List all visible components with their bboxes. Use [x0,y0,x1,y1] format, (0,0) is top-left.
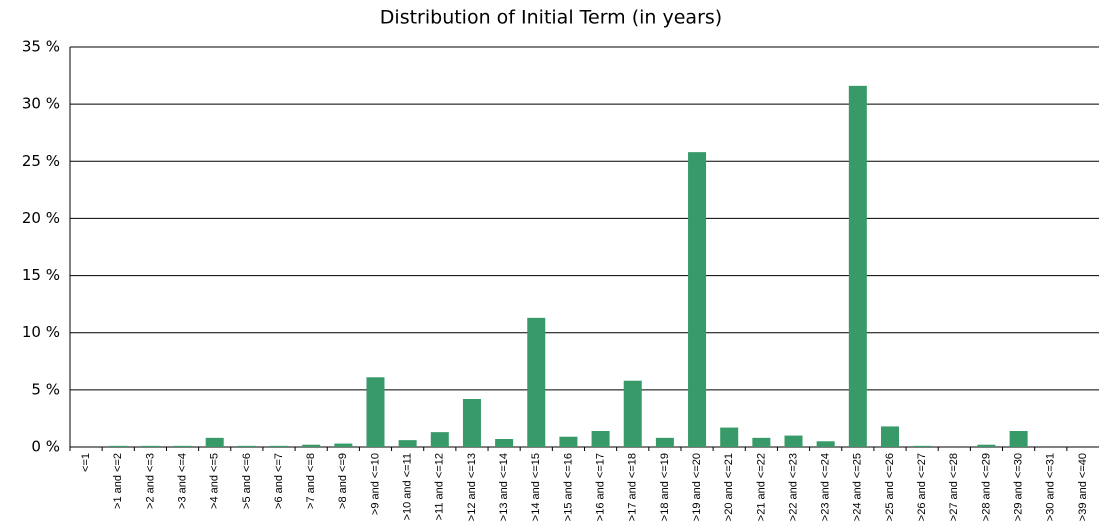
x-tick-label: >30 and <=31 [1045,453,1057,521]
bar [495,439,514,447]
bar [366,377,385,447]
x-tick-label: >8 and <=9 [337,453,349,509]
y-tick-label: 5 % [31,380,60,398]
x-tick-label: >14 and <=15 [530,453,542,521]
x-tick-label: >28 and <=29 [980,453,992,521]
x-tick-label: >7 and <=8 [305,453,317,509]
x-tick-label: >20 and <=21 [723,453,735,521]
y-tick-label: 25 % [22,152,60,170]
x-tick-label: >15 and <=16 [562,453,574,521]
x-tick-label: >23 and <=24 [820,453,832,521]
bar [752,437,771,447]
x-tick-label: >22 and <=23 [787,453,799,521]
bar [270,445,289,447]
bar [591,431,610,447]
x-tick-label: >17 and <=18 [627,453,639,521]
bar [109,445,128,447]
y-tick-label: 0 % [31,438,60,456]
x-tick-label: >25 and <=26 [884,453,896,521]
bar [334,443,353,447]
bar [302,444,321,447]
x-tick-label: >9 and <=10 [369,453,381,515]
x-tick-label: >12 and <=13 [466,453,478,521]
bar [848,85,867,447]
bar [913,445,932,447]
x-tick-label: >16 and <=17 [594,453,606,521]
bar [655,437,674,447]
chart-title: Distribution of Initial Term (in years) [380,7,722,29]
bar [623,380,642,447]
bar [173,445,192,447]
bar [816,441,835,447]
x-tick-label: >6 and <=7 [273,453,285,509]
x-tick-label: >4 and <=5 [209,453,221,509]
bar [237,445,256,447]
bar [398,440,417,447]
x-tick-label: <=1 [80,453,92,472]
bar [462,399,481,447]
y-tick-label: 10 % [22,323,60,341]
bar [141,445,160,447]
bar [720,427,739,447]
x-tick-label: >1 and <=2 [112,453,124,509]
x-tick-label: >18 and <=19 [659,453,671,521]
bar [205,437,224,447]
x-tick-label: >13 and <=14 [498,453,510,521]
bar [527,317,546,447]
x-tick-label: >29 and <=30 [1013,453,1025,521]
x-tick-label: >39 and <=40 [1077,453,1089,521]
x-tick-label: >11 and <=12 [434,453,446,520]
x-tick-label: >27 and <=28 [948,453,960,521]
x-tick-label: >21 and <=22 [755,453,767,521]
bar [430,432,449,447]
x-tick-label: >2 and <=3 [144,453,156,509]
bar [880,426,899,447]
bar [784,435,803,447]
x-tick-label: >24 and <=25 [852,453,864,521]
y-tick-label: 30 % [22,95,60,113]
x-tick-label: >10 and <=11 [402,453,414,520]
y-tick-label: 15 % [22,266,60,284]
bar [977,444,996,447]
bar [559,436,578,447]
x-tick-label: >3 and <=4 [176,453,188,509]
bar [688,152,707,447]
x-tick-label: >19 and <=20 [691,453,703,521]
x-tick-label: >5 and <=6 [241,453,253,509]
y-tick-label: 20 % [22,209,60,227]
x-tick-label: >26 and <=27 [916,453,928,521]
y-tick-label: 35 % [22,38,60,56]
bar [1009,431,1028,447]
